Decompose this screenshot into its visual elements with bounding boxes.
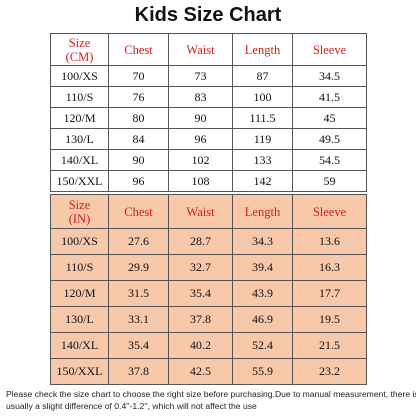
header-line: Size [68,35,91,50]
cell: 100 [232,86,293,108]
cell: 37.8 [168,306,233,333]
cell: 23.2 [292,358,367,385]
cell: 49.5 [292,128,367,150]
footnote-line: usually a slight difference of 0.4''-1.2… [6,401,257,411]
cell: 150/XXL [50,358,109,385]
row: 120/M 80 90 111.5 45 [50,107,367,129]
row: 120/M 31.5 35.4 43.9 17.7 [50,280,367,307]
footnote-line: Please check the size chart to choose th… [6,389,416,399]
cell: 54.5 [292,149,367,171]
cell: 42.5 [168,358,233,385]
header-line: (CM) [65,49,94,64]
cell: 16.3 [292,254,367,281]
header-cell: Chest [108,194,169,229]
cell: 133 [232,149,293,171]
row: 110/S 29.9 32.7 39.4 16.3 [50,254,367,281]
cell: 100/XS [50,65,109,87]
cell: 130/L [50,128,109,150]
cell: 108 [168,170,233,192]
size-table-cm: Size (CM) Chest Waist Length Sleeve 100/XS 70 73… [50,33,367,192]
header-cell: Sleeve [292,33,367,66]
cell: 110/S [50,86,109,108]
cell: 87 [232,65,293,87]
header-cell: Size (IN) [50,194,109,229]
cell: 111.5 [232,107,293,129]
header-cell: Waist [168,33,233,66]
cell: 33.1 [108,306,169,333]
header-line: Size [68,197,91,212]
row: 130/L 33.1 37.8 46.9 19.5 [50,306,367,333]
cell: 59 [292,170,367,192]
row: 100/XS 27.6 28.7 34.3 13.6 [50,228,367,255]
header-row: Size (IN) Chest Waist Length Sleeve [50,194,367,229]
size-table-in: Size (IN) Chest Waist Length Sleeve 100/XS 27.6… [50,194,367,385]
cell: 35.4 [108,332,169,359]
cell: 90 [108,149,169,171]
row: 130/L 84 96 119 49.5 [50,128,367,150]
cell: 120/M [50,280,109,307]
header-cell: Length [232,33,293,66]
cell: 76 [108,86,169,108]
header-row: Size (CM) Chest Waist Length Sleeve [50,33,367,66]
cell: 45 [292,107,367,129]
cell: 90 [168,107,233,129]
footnote: Please check the size chart to choose th… [6,388,416,412]
cell: 46.9 [232,306,293,333]
row: 150/XXL 96 108 142 59 [50,170,367,192]
cell: 34.3 [232,228,293,255]
header-cell: Size (CM) [50,33,109,66]
cell: 150/XXL [50,170,109,192]
cell: 21.5 [292,332,367,359]
cell: 32.7 [168,254,233,281]
cell: 52.4 [232,332,293,359]
cell: 140/XL [50,149,109,171]
cell: 73 [168,65,233,87]
row: 110/S 76 83 100 41.5 [50,86,367,108]
row: 150/XXL 37.8 42.5 55.9 23.2 [50,358,367,385]
cell: 142 [232,170,293,192]
cell: 35.4 [168,280,233,307]
cell: 27.6 [108,228,169,255]
cell: 83 [168,86,233,108]
cell: 43.9 [232,280,293,307]
cell: 39.4 [232,254,293,281]
cell: 28.7 [168,228,233,255]
header-cell: Chest [108,33,169,66]
cell: 37.8 [108,358,169,385]
cell: 31.5 [108,280,169,307]
cell: 130/L [50,306,109,333]
cell: 96 [168,128,233,150]
row: 140/XL 35.4 40.2 52.4 21.5 [50,332,367,359]
cell: 19.5 [292,306,367,333]
row: 100/XS 70 73 87 34.5 [50,65,367,87]
cell: 17.7 [292,280,367,307]
cell: 84 [108,128,169,150]
cell: 96 [108,170,169,192]
cell: 110/S [50,254,109,281]
cell: 119 [232,128,293,150]
cell: 140/XL [50,332,109,359]
cell: 100/XS [50,228,109,255]
cell: 13.6 [292,228,367,255]
row: 140/XL 90 102 133 54.5 [50,149,367,171]
title: Kids Size Chart [134,4,282,26]
cell: 55.9 [232,358,293,385]
cell: 34.5 [292,65,367,87]
cell: 40.2 [168,332,233,359]
header-line: (IN) [68,211,91,226]
cell: 41.5 [292,86,367,108]
cell: 120/M [50,107,109,129]
cell: 29.9 [108,254,169,281]
header-cell: Length [232,194,293,229]
header-cell: Waist [168,194,233,229]
cell: 70 [108,65,169,87]
cell: 102 [168,149,233,171]
header-cell: Sleeve [292,194,367,229]
cell: 80 [108,107,169,129]
